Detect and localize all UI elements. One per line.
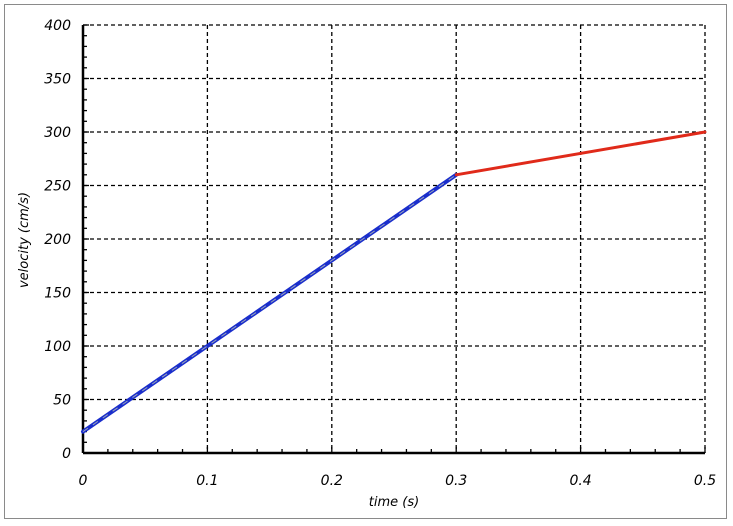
grid-lines (83, 24, 706, 453)
y-tick-label: 100 (44, 339, 71, 355)
x-tick-label: 0.4 (569, 473, 591, 489)
y-tick-label: 400 (44, 18, 71, 34)
series-lines (81, 130, 707, 434)
y-tick-label: 50 (53, 393, 71, 409)
x-tick-label: 0 (79, 473, 88, 489)
tick-labels: 0 0.1 0.2 0.3 0.4 0.5 0 50 100 150 200 250 300 350 400 (44, 18, 716, 489)
x-tick-label: 0.3 (445, 473, 467, 489)
series-line-1 (454, 130, 707, 177)
y-axis-label: velocity (cm/s) (17, 192, 32, 288)
y-tick-label: 350 (44, 72, 71, 88)
chart-frame (4, 4, 727, 519)
x-axis-label: time (s) (369, 495, 419, 510)
x-tick-label: 0.5 (694, 473, 716, 489)
y-tick-label: 200 (44, 232, 71, 248)
y-tick-label: 250 (44, 179, 71, 195)
y-tick-label: 300 (44, 125, 71, 141)
y-tick-label: 0 (62, 446, 71, 462)
x-tick-label: 0.1 (196, 473, 218, 489)
y-tick-label: 150 (44, 286, 71, 302)
minor-ticks (82, 24, 706, 454)
series-line-highlight (82, 174, 457, 433)
x-tick-label: 0.2 (321, 473, 343, 489)
